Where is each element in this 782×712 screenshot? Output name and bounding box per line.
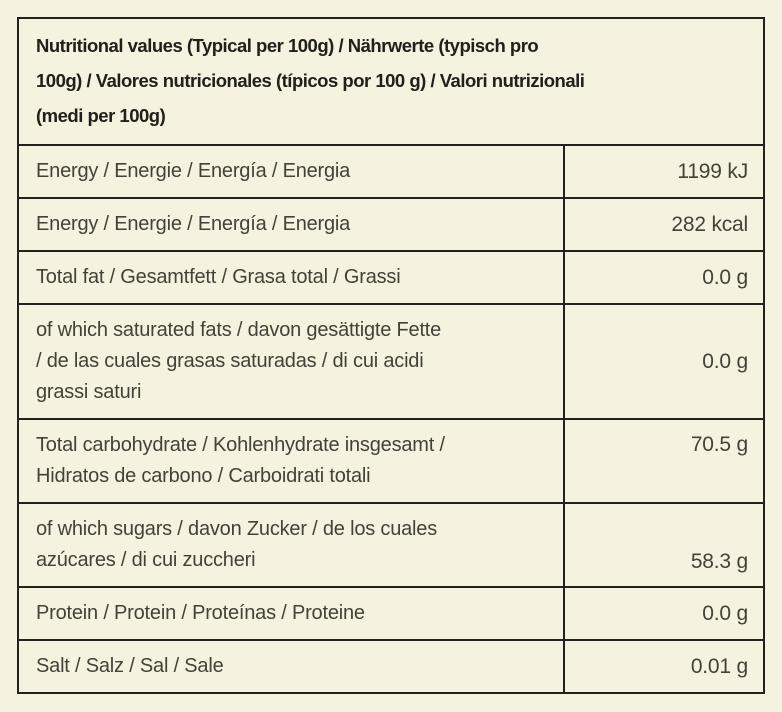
table-header: Nutritional values (Typical per 100g) / … bbox=[36, 35, 585, 126]
nutrient-value: 0.0 g bbox=[563, 588, 763, 639]
table-row-energy-kcal: Energy / Energie / Energía / Energia 282… bbox=[19, 197, 763, 250]
nutrient-value: 282 kcal bbox=[563, 199, 763, 250]
nutrient-label: of which sugars / davon Zucker / de los … bbox=[36, 518, 438, 571]
nutrient-label: of which saturated fats / davon gesättig… bbox=[36, 319, 442, 403]
nutrient-value: 0.01 g bbox=[563, 641, 763, 692]
table-row-total-fat: Total fat / Gesamtfett / Grasa total / G… bbox=[19, 250, 763, 303]
table-row-carbohydrate: Total carbohydrate / Kohlenhydrate insge… bbox=[19, 418, 763, 502]
nutrient-value: 1199 kJ bbox=[563, 146, 763, 197]
nutrient-label: Energy / Energie / Energía / Energia bbox=[36, 160, 351, 182]
nutrition-table: Nutritional values (Typical per 100g) / … bbox=[17, 17, 765, 694]
nutrient-label: Salt / Salz / Sal / Sale bbox=[36, 655, 224, 677]
nutrient-value: 58.3 g bbox=[563, 504, 763, 586]
table-row-protein: Protein / Protein / Proteínas / Proteine… bbox=[19, 586, 763, 639]
nutrient-label: Energy / Energie / Energía / Energia bbox=[36, 213, 351, 235]
table-row-energy-kj: Energy / Energie / Energía / Energia 119… bbox=[19, 144, 763, 197]
nutrient-label: Total fat / Gesamtfett / Grasa total / G… bbox=[36, 266, 401, 288]
nutrient-value: 70.5 g bbox=[563, 420, 763, 502]
table-row-saturated-fats: of which saturated fats / davon gesättig… bbox=[19, 303, 763, 418]
nutrient-label: Total carbohydrate / Kohlenhydrate insge… bbox=[36, 434, 445, 487]
table-row-salt: Salt / Salz / Sal / Sale 0.01 g bbox=[19, 639, 763, 692]
nutrient-value: 0.0 g bbox=[563, 252, 763, 303]
nutrient-label: Protein / Protein / Proteínas / Proteine bbox=[36, 602, 365, 624]
table-row-sugars: of which sugars / davon Zucker / de los … bbox=[19, 502, 763, 586]
nutrient-value: 0.0 g bbox=[563, 305, 763, 418]
